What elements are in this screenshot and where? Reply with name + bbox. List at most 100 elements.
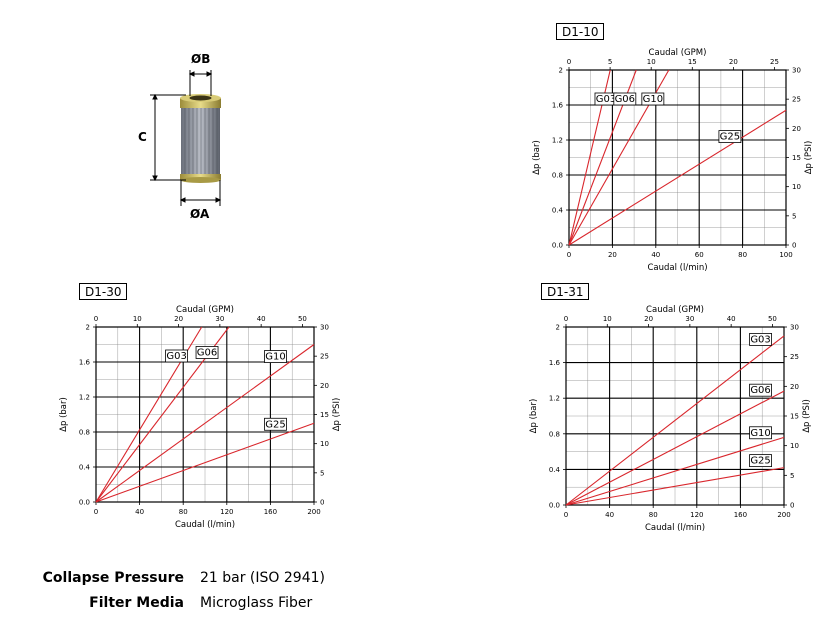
d1-31-xlabel: Caudal (l/min) bbox=[645, 523, 705, 533]
dimension-a-label: ØA bbox=[190, 207, 210, 221]
d1-30-ytick-label: 2 bbox=[86, 324, 90, 332]
d1-30-ytick-label: 1.6 bbox=[79, 359, 91, 367]
d1-30-y2tick-label: 30 bbox=[320, 324, 329, 332]
d1-30-series-label-box-g06 bbox=[195, 346, 219, 359]
d1-10-y2tick-label: 10 bbox=[792, 183, 801, 191]
d1-10-ytick-label: 1.6 bbox=[552, 102, 564, 110]
d1-10-x2tick-label: 10 bbox=[647, 58, 656, 66]
d1-31-x2tick-label: 10 bbox=[603, 315, 612, 323]
d1-10-y2tick-label: 0 bbox=[792, 242, 796, 250]
d1-31-series-label-g06: G06 bbox=[750, 385, 770, 396]
d1-31-ytick-label: 0.0 bbox=[549, 502, 560, 510]
d1-31-series-g10 bbox=[565, 436, 785, 506]
d1-31-xtick-label: 0 bbox=[564, 511, 568, 519]
d1-10-ylabel: Δp (bar) bbox=[532, 140, 542, 175]
d1-30-y2tick-label: 15 bbox=[320, 411, 329, 419]
d1-10-x2tick-label: 20 bbox=[729, 58, 738, 66]
d1-10-ytick-label: 2 bbox=[559, 67, 563, 75]
d1-31-y2tick-label: 30 bbox=[790, 324, 799, 332]
d1-31-series-g25 bbox=[565, 467, 785, 506]
d1-10-x2label: Caudal (GPM) bbox=[649, 48, 707, 58]
d1-31-ytick-label: 0.8 bbox=[549, 430, 560, 438]
d1-10-y2tick-label: 5 bbox=[792, 212, 796, 220]
d1-10-ytick-label: 0.4 bbox=[552, 207, 564, 215]
d1-31-ytick-label: 0.4 bbox=[549, 466, 561, 474]
d1-31-x2label: Caudal (GPM) bbox=[646, 305, 704, 315]
d1-10-y2tick-label: 15 bbox=[792, 154, 801, 162]
d1-30-y2tick-label: 10 bbox=[320, 440, 329, 448]
d1-30-y2tick-label: 0 bbox=[320, 499, 324, 507]
d1-30-xtick-label: 120 bbox=[220, 508, 233, 516]
d1-31-series-label-box-g06 bbox=[749, 383, 772, 397]
dimension-c bbox=[150, 93, 186, 182]
d1-10-ytick-label: 0.0 bbox=[552, 242, 563, 250]
d1-30-series-label-g06: G06 bbox=[197, 348, 217, 359]
d1-30-x2label: Caudal (GPM) bbox=[176, 305, 234, 315]
d1-10-x2tick-label: 0 bbox=[567, 58, 571, 66]
d1-31-xtick-label: 160 bbox=[734, 511, 747, 519]
d1-10-ytick-label: 0.8 bbox=[552, 172, 563, 180]
d1-10-series-label-box-g10 bbox=[641, 92, 665, 106]
d1-31-ytick-label: 1.6 bbox=[549, 359, 561, 367]
d1-30-y2tick-label: 20 bbox=[320, 382, 329, 390]
d1-10-ytick-label: 1.2 bbox=[552, 137, 563, 145]
d1-31-y2tick-label: 10 bbox=[790, 442, 799, 450]
d1-31-series-label-g10: G10 bbox=[750, 428, 770, 439]
d1-30-xtick-label: 160 bbox=[264, 508, 277, 516]
d1-10-series-label-box-g25 bbox=[718, 130, 742, 143]
d1-10-xtick-label: 20 bbox=[608, 251, 617, 259]
d1-31-x2tick-label: 20 bbox=[644, 315, 653, 323]
d1-10-series-label-g03: G03 bbox=[596, 94, 616, 105]
d1-30-ytick-label: 0.0 bbox=[79, 499, 90, 507]
d1-10-xtick-label: 40 bbox=[651, 251, 660, 259]
d1-30-y2tick-label: 25 bbox=[320, 353, 329, 361]
d1-31-series-label-box-g25 bbox=[749, 454, 772, 468]
dimension-b bbox=[188, 70, 213, 96]
d1-10-x2tick-label: 5 bbox=[608, 58, 612, 66]
d1-30-xtick-label: 40 bbox=[135, 508, 144, 516]
d1-30-series-label-box-g03 bbox=[165, 349, 188, 363]
d1-31-ytick-label: 1.2 bbox=[549, 395, 560, 403]
d1-10-xtick-label: 60 bbox=[695, 251, 704, 259]
d1-30-x2tick-label: 10 bbox=[133, 315, 142, 323]
dimension-b-label: ØB bbox=[191, 52, 210, 66]
d1-31-series-label-box-g03 bbox=[749, 333, 772, 346]
spec-value-collapse-pressure: 21 bar (ISO 2941) bbox=[200, 570, 325, 586]
d1-30-y2label: Δp (PSI) bbox=[332, 398, 342, 432]
d1-30-ytick-label: 0.8 bbox=[79, 429, 90, 437]
d1-30-xtick-label: 200 bbox=[307, 508, 320, 516]
d1-10-y2tick-label: 20 bbox=[792, 125, 801, 133]
chart-title-d1-31: D1-31 bbox=[541, 283, 590, 300]
d1-31-series-g03 bbox=[565, 335, 785, 506]
d1-10-xtick-label: 0 bbox=[567, 251, 571, 259]
d1-31-x2tick-label: 40 bbox=[727, 315, 736, 323]
filter-cartridge-image bbox=[180, 94, 221, 183]
d1-31-y2tick-label: 5 bbox=[790, 472, 794, 480]
d1-30-series-label-box-g25 bbox=[264, 417, 287, 431]
d1-30-series-g10 bbox=[95, 344, 315, 503]
d1-10-xtick-label: 80 bbox=[738, 251, 747, 259]
d1-10-series-label-g25: G25 bbox=[720, 132, 740, 143]
d1-31-x2tick-label: 50 bbox=[768, 315, 777, 323]
d1-30-series-label-g25: G25 bbox=[265, 419, 285, 430]
d1-30-y2tick-label: 5 bbox=[320, 469, 324, 477]
spec-label-filter-media: Filter Media bbox=[89, 595, 184, 611]
spec-label-collapse-pressure: Collapse Pressure bbox=[42, 570, 184, 586]
d1-30-xlabel: Caudal (l/min) bbox=[175, 520, 235, 530]
d1-10-series-g25 bbox=[568, 109, 787, 246]
d1-31-xtick-label: 200 bbox=[777, 511, 790, 519]
d1-30-xtick-label: 80 bbox=[179, 508, 188, 516]
d1-10-y2label: Δp (PSI) bbox=[804, 141, 814, 175]
d1-10-y2tick-label: 25 bbox=[792, 96, 801, 104]
dimension-a bbox=[179, 180, 222, 206]
spec-value-filter-media: Microglass Fiber bbox=[200, 595, 313, 611]
d1-10-series-label-box-g06 bbox=[613, 92, 637, 106]
d1-30-series-label-g10: G10 bbox=[265, 352, 285, 363]
chart-title-d1-30: D1-30 bbox=[79, 283, 128, 300]
d1-31-series-label-box-g10 bbox=[749, 426, 772, 440]
d1-31-x2tick-label: 30 bbox=[685, 315, 694, 323]
dimension-c-label: C bbox=[138, 130, 147, 144]
chart-title-d1-10: D1-10 bbox=[556, 23, 605, 40]
